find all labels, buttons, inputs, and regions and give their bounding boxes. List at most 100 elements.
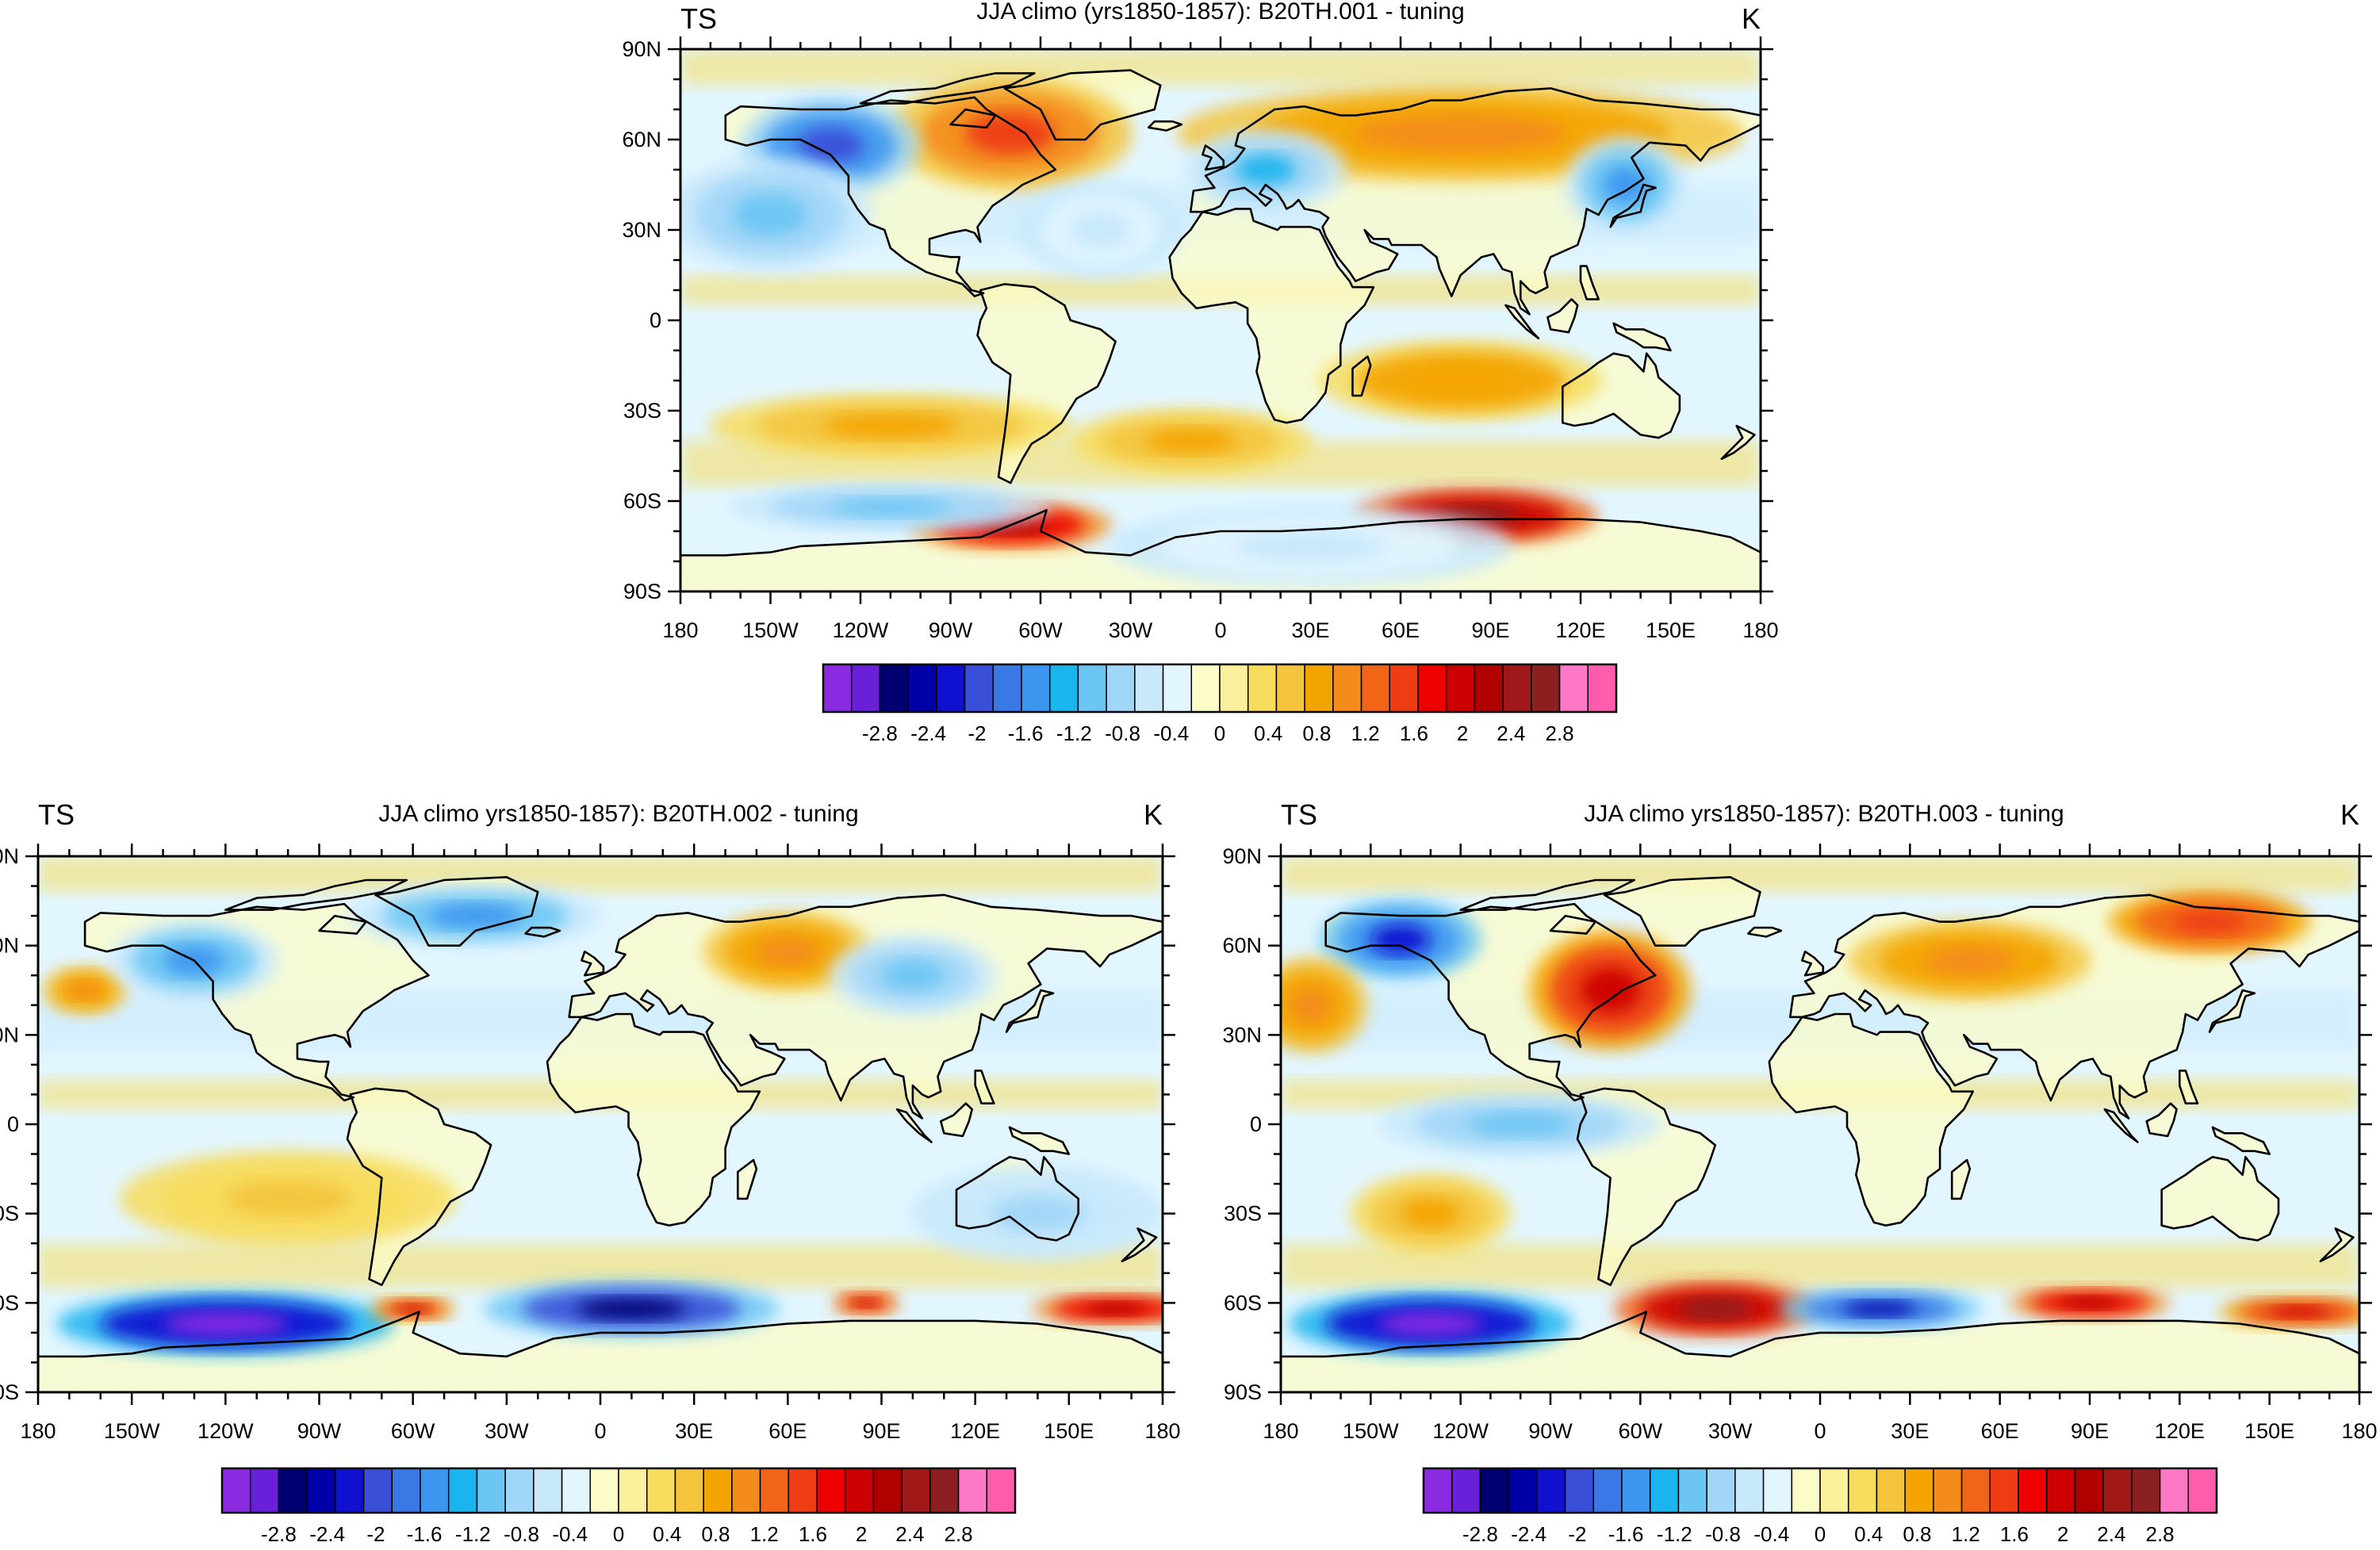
panel-002-colorbar-box [788, 1468, 818, 1514]
panel-001-lon-label: 30W [1109, 618, 1153, 642]
panel-001-lon-label: 60E [1382, 618, 1420, 642]
panel-001-lon-label: 30E [1291, 618, 1329, 642]
panel-003-colorbar-label: 2.8 [2145, 1522, 2174, 1546]
panel-003-coastlines [1281, 876, 2359, 1392]
panel-002-colorbar-label: 2 [856, 1522, 867, 1546]
panel-002-anomaly-core [756, 936, 819, 966]
panel-001-colorbar-label: -2.8 [862, 721, 898, 745]
panel-003-anomaly-core [2060, 1296, 2120, 1309]
panel-001-anomaly-core [1235, 155, 1296, 185]
panel-003-anomaly-core [2269, 1306, 2330, 1318]
panel-002-colorbar-box [674, 1468, 704, 1514]
panel-001-lon-label: 0 [1214, 618, 1226, 642]
panel-003-lat-label: 30N [1222, 1023, 1262, 1047]
panel-002-lon-label: 60E [768, 1419, 807, 1443]
panel-001-lon-label: 150W [742, 618, 799, 642]
panel-002-colorbar-box [391, 1468, 421, 1514]
panel-003-colorbar-box [1960, 1468, 1991, 1514]
panel-001-colorbar-box [992, 664, 1022, 713]
panel-003-colorbar-label: 0.4 [1854, 1522, 1883, 1546]
panel-001-colorbar-box [1389, 664, 1419, 713]
panel-002-lon-label: 60W [391, 1419, 435, 1443]
panel-001-latitude-labels: 90N 60N 30N 0 30S 60S 90S [622, 37, 661, 603]
panel-003-colorbar-label: 0.8 [1903, 1522, 1931, 1546]
panel-003-colorbar-box [1536, 1468, 1566, 1514]
panel-002-anomaly-core [577, 1298, 687, 1319]
panel-003-colorbar: -2.8 -2.4 -2 -1.6 -1.2 -0.8 -0.4 0 0.4 0.8 1.2 1.6 2… [1422, 1467, 2218, 1546]
panel-003-colorbar-box [1819, 1468, 1849, 1514]
panel-002-colorbar-box [703, 1468, 733, 1514]
panel-001-colorbar-box [1275, 664, 1305, 713]
panel-001-colorbar-label: 0.4 [1254, 721, 1282, 745]
panel-002-colorbar-box [957, 1468, 988, 1514]
panel-003-colorbar-label: -0.8 [1705, 1522, 1741, 1546]
panel-001-lat-label: 90S [623, 580, 661, 603]
panel-003-colorbar-box [1706, 1468, 1736, 1514]
panel-003-lon-label: 0 [1814, 1419, 1826, 1443]
panel-002-anomaly-core [1084, 1303, 1148, 1315]
panel-003-lat-label: 60N [1222, 934, 1262, 958]
panel-002-colorbar-label: -2 [366, 1522, 385, 1546]
panel-002-colorbar-label: 2.4 [895, 1522, 924, 1546]
panel-002-colorbar-label: -0.4 [552, 1522, 588, 1546]
panel-003-anomaly-core [1401, 1198, 1461, 1229]
panel-003-colorbar-box [1564, 1468, 1595, 1514]
panel-001-colorbar-box [1445, 664, 1476, 713]
panel-002-colorbar-box [420, 1468, 450, 1514]
panel-002-colorbar-box [872, 1468, 903, 1514]
panel-003-colorbar-box [1847, 1468, 1878, 1514]
panel-002-lon-label: 120E [950, 1419, 1000, 1443]
panel-003-colorbar-box [1621, 1468, 1651, 1514]
panel-003-lon-label: 180 [2341, 1419, 2377, 1443]
panel-002-lat-label: 30N [0, 1023, 19, 1047]
panel-001-colorbar-box [1304, 664, 1334, 713]
panel-003-colorbar-label: -2.8 [1462, 1522, 1498, 1546]
panel-001-colorbar-box [1587, 664, 1617, 713]
panel-003-zonal-band [1281, 856, 2359, 893]
panel-003-anomaly-core [2171, 909, 2248, 934]
panel-001-colorbar-label: -2 [968, 721, 986, 745]
panel-003-anomaly-core [1677, 1298, 1753, 1319]
panel-001-lat-label: 30N [622, 218, 661, 242]
panel-001-colorbar-label: -0.8 [1105, 721, 1140, 745]
panel-001-variable-label: TS [680, 2, 717, 35]
panel-003-colorbar-box [2187, 1468, 2217, 1514]
panel-002-lat-label: 60N [0, 934, 19, 958]
panel-002-anomaly-core [397, 1304, 429, 1314]
panel-001: TS JJA climo (yrs1850-1857): B20TH.001 -… [622, 0, 1778, 745]
panel-002-lon-label: 90E [862, 1419, 900, 1443]
panel-003-colorbar-box [1451, 1468, 1481, 1514]
panel-002-lon-label: 180 [20, 1419, 56, 1443]
panel-003-colorbar-label: -1.6 [1608, 1522, 1644, 1546]
panel-002-longitude-labels: 180 150W 120W 90W 60W 30W 0 30E 60E 90E 120E 150E 18… [20, 1419, 1180, 1443]
panel-003-lon-label: 30W [1708, 1419, 1753, 1443]
panel-001-title: JJA climo (yrs1850-1857): B20TH.001 - tu… [976, 0, 1464, 25]
panel-003-colorbar-box [2131, 1468, 2161, 1514]
panel-002-colorbar: -2.8 -2.4 -2 -1.6 -1.2 -0.8 -0.4 0 0.4 0.8 1.2 1.6 2… [220, 1467, 1017, 1546]
panel-003-colorbar-box [2159, 1468, 2190, 1514]
panel-002-colorbar-box [816, 1468, 846, 1514]
panel-003-colorbar-box [2045, 1468, 2076, 1514]
panel-003-colorbar-box [1677, 1468, 1707, 1514]
panel-001-lat-label: 90N [622, 37, 661, 61]
panel-002-variable-label: TS [38, 798, 75, 831]
panel-002-colorbar-box [221, 1468, 251, 1514]
panel-001-colorbar-box [964, 664, 995, 713]
panel-003-title: JJA climo yrs1850-1857): B20TH.003 - tun… [1584, 801, 2064, 827]
panel-001-colorbar-box [1531, 664, 1561, 713]
panel-001-lat-label: 60S [623, 489, 661, 513]
panel-002-colorbar-label: -2.8 [261, 1522, 297, 1546]
panel-002-colorbar-label: -1.6 [407, 1522, 443, 1546]
panel-002-lon-label: 180 [1144, 1419, 1180, 1443]
panel-001-colorbar-box [1077, 664, 1107, 713]
panel-003-colorbar-box [1649, 1468, 1680, 1514]
panel-002-colorbar-box [249, 1468, 280, 1514]
panel-002-colorbar-label: 0 [613, 1522, 624, 1546]
panel-001-anomaly-core [1070, 212, 1131, 248]
panel-002-anomaly-core [163, 1311, 289, 1336]
panel-001-field [680, 49, 1761, 591]
panel-001-colorbar-label: 1.2 [1351, 721, 1380, 745]
panel-002-anomaly-core [991, 1196, 1085, 1232]
panel-003-anomaly-core [1370, 924, 1431, 955]
panel-002-colorbar-box [731, 1468, 761, 1514]
